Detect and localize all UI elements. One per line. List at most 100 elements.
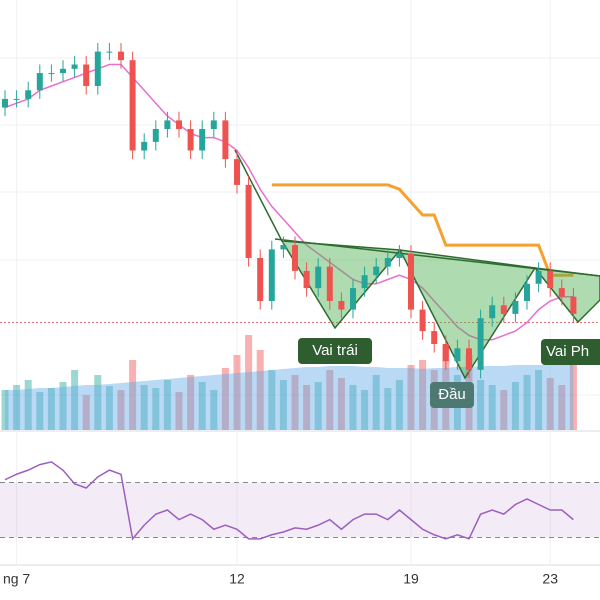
volume-bar — [291, 375, 299, 430]
candles — [2, 43, 577, 379]
volume-bar — [337, 378, 345, 430]
volume-bar — [326, 370, 334, 430]
candle-body — [315, 266, 322, 289]
volume-bar — [94, 375, 102, 430]
volume-bar — [511, 382, 519, 430]
head — [398, 249, 537, 380]
volume-bar — [24, 380, 32, 430]
volume-bar — [175, 392, 183, 430]
pattern-label: Vai Ph — [546, 343, 589, 360]
volume-bar — [477, 380, 485, 430]
candle-body — [36, 73, 43, 91]
candle-body — [129, 60, 136, 151]
volume-pane — [1, 335, 577, 430]
candle-body — [558, 288, 565, 297]
volume-bar — [1, 390, 9, 430]
candle-body — [500, 305, 507, 314]
candle-body — [106, 51, 113, 53]
candle-body — [222, 120, 229, 160]
candle-body — [338, 301, 345, 310]
candle-body — [350, 288, 356, 310]
volume-bar — [303, 385, 311, 430]
volume-bar — [233, 355, 241, 430]
candle-body — [152, 129, 159, 142]
candle-body — [60, 68, 66, 74]
volume-bar — [372, 375, 380, 430]
candle-body — [361, 275, 368, 289]
candle-body — [234, 159, 240, 185]
volume-bar — [395, 380, 403, 430]
pattern-label: Vai trái — [312, 342, 358, 359]
volume-bar — [105, 386, 113, 430]
volume-bar — [488, 385, 496, 430]
candle-body — [489, 305, 496, 319]
volume-bar — [535, 370, 543, 430]
volume-bar — [59, 382, 67, 430]
candle-body — [94, 51, 101, 86]
volume-bar — [187, 375, 195, 430]
candle-body — [257, 258, 264, 301]
candle-body — [164, 120, 171, 129]
candle-body — [187, 129, 194, 151]
pattern-label: Đầu — [438, 386, 466, 403]
volume-bar — [129, 360, 137, 430]
candle-body — [268, 249, 275, 301]
candle-body — [396, 253, 403, 258]
volume-bar — [163, 380, 171, 430]
volume-bar — [349, 385, 357, 430]
head-shoulders-pattern — [234, 149, 600, 380]
x-tick-label: 23 — [542, 571, 558, 587]
volume-bar — [361, 390, 369, 430]
candle-body — [384, 258, 391, 267]
volume-bar — [245, 335, 253, 430]
candle-body — [419, 309, 426, 332]
volume-bar — [47, 388, 55, 430]
candle-body — [245, 184, 252, 258]
candle-body — [13, 98, 20, 100]
volume-bar — [36, 392, 44, 430]
volume-bar — [268, 370, 276, 430]
volume-bar — [523, 375, 531, 430]
x-axis: ng 7 12 19 23 — [3, 571, 558, 587]
volume-bar — [384, 388, 392, 430]
candle-body — [466, 348, 472, 370]
volume-bar — [221, 368, 229, 430]
candle-body — [524, 283, 530, 301]
candle-body — [280, 245, 287, 250]
baseline-line — [271, 183, 574, 277]
candle-body — [2, 98, 8, 108]
x-tick-label: 12 — [229, 571, 245, 587]
candle-body — [199, 129, 206, 151]
volume-bar — [419, 360, 427, 430]
volume-bar — [13, 385, 21, 430]
candle-body — [477, 318, 484, 370]
volume-bar — [314, 382, 322, 430]
volume-bar — [198, 382, 206, 430]
volume-bar — [117, 390, 125, 430]
volume-ma-area — [5, 365, 574, 430]
candle-body — [83, 64, 90, 86]
candle-body — [547, 270, 554, 289]
label-box — [430, 382, 474, 408]
candle-body — [442, 344, 449, 362]
candle-body — [141, 141, 148, 151]
volume-bar — [140, 385, 148, 430]
candle-body — [71, 64, 78, 69]
volume-bar — [558, 385, 566, 430]
candle-body — [292, 245, 298, 271]
rsi-band — [0, 482, 600, 538]
pattern-leg — [234, 149, 283, 242]
volume-bar — [407, 365, 415, 430]
candle-body — [512, 301, 519, 314]
volume-bar — [71, 370, 79, 430]
volume-bar — [256, 350, 264, 430]
x-tick-label: ng 7 — [3, 571, 30, 587]
candle-body — [431, 331, 438, 344]
pattern-labels: Vai trái Đầu Vai Ph — [298, 338, 600, 408]
candle-body — [570, 296, 577, 314]
neckline — [274, 238, 600, 277]
x-tick-label: 19 — [403, 571, 419, 587]
candle-body — [326, 266, 333, 301]
